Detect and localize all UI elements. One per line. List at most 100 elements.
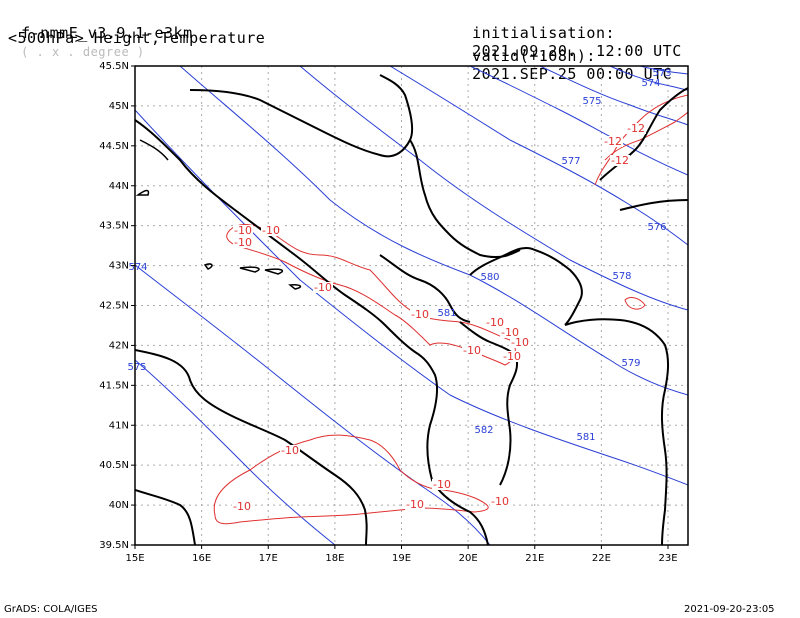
coastline (135, 349, 368, 545)
border (409, 139, 521, 259)
init-time: initialisation: 2021.09.20. 12:00 UTC (453, 6, 682, 60)
footer-timestamp: 2021-09-20-23:05 (684, 604, 775, 615)
units-label: ( . x . degree ) (21, 45, 145, 59)
init-label: initialisation: (472, 24, 616, 42)
height-label: 579 (621, 358, 640, 369)
temp-label-bg (405, 499, 425, 510)
height-label: 573 (652, 68, 671, 79)
height-contour (135, 109, 688, 486)
lon-tick-label: 18E (325, 553, 344, 564)
border (189, 74, 414, 158)
lat-tick-label: 44N (109, 181, 129, 192)
temp-label: -10 (463, 344, 481, 357)
temp-label-bg (410, 309, 430, 320)
temp-label: -12 (604, 135, 622, 148)
temp-label-bg (500, 327, 520, 338)
lat-tick-label: 45.5N (99, 61, 129, 72)
height-label: 574 (128, 262, 147, 273)
lon-tick-label: 16E (192, 553, 211, 564)
init-value: 2021.09.20. 12:00 UTC (472, 42, 682, 60)
lat-tick-label: 43.5N (99, 221, 129, 232)
lat-tick-label: 41.5N (99, 380, 129, 391)
lat-tick-label: 44.5N (99, 141, 129, 152)
height-label: 575 (127, 362, 146, 373)
lat-tick-label: 40N (109, 500, 129, 511)
temp-label-bg (485, 317, 505, 328)
island (139, 139, 169, 161)
height-label: 576 (647, 222, 666, 233)
lat-tick-label: 43N (109, 261, 129, 272)
lat-tick-label: 40.5N (99, 460, 129, 471)
height-contour (539, 66, 688, 126)
temp-label: -10 (433, 478, 451, 491)
temp-label: -10 (234, 236, 252, 249)
lat-tick-label: 42.5N (99, 301, 129, 312)
longitude-ticks: 15E 16E 17E 18E 19E 20E 21E 22E 23E (125, 545, 678, 564)
temp-label-bg (462, 345, 482, 356)
lat-tick-label: 41N (109, 420, 129, 431)
border (469, 246, 583, 326)
coastline (135, 489, 196, 545)
lon-tick-label: 15E (125, 553, 144, 564)
valid-value: 2021.SEP.25 00:00 UTC (472, 65, 673, 83)
border (459, 321, 519, 486)
height-label: 574 (641, 78, 660, 89)
temp-label: -12 (611, 154, 629, 167)
border (379, 254, 471, 323)
height-label: 575 (582, 96, 601, 107)
temp-label-bg (502, 351, 522, 362)
temp-contour (213, 434, 489, 525)
temp-label-bg (603, 136, 623, 147)
temp-label: -10 (233, 500, 251, 513)
temp-label-bg (313, 282, 333, 293)
temperature-contour-labels: -12-12-12-10 -10-10-10-10-10-10-10-10 -10-… (232, 122, 646, 513)
height-label: 582 (474, 425, 493, 436)
lat-tick-label: 45N (109, 101, 129, 112)
height-label: 580 (480, 272, 499, 283)
height-contour (639, 66, 688, 75)
temp-label-bg (261, 225, 281, 236)
height-label: 581 (437, 308, 456, 319)
lat-tick-label: 39.5N (99, 540, 129, 551)
temp-label: -10 (281, 444, 299, 457)
temp-label: -10 (486, 316, 504, 329)
temp-label-bg (510, 337, 530, 348)
height-label: 581 (576, 432, 595, 443)
valid-label: valid(+108h): (472, 47, 596, 65)
temp-label-bg (233, 237, 253, 248)
lon-tick-label: 20E (459, 553, 478, 564)
height-contour (179, 66, 688, 396)
border (619, 199, 688, 211)
temp-label: -10 (501, 326, 519, 339)
temp-contour (624, 297, 646, 310)
level-title: <500hPa> Height,Temperature (8, 29, 266, 47)
model-title: f-nmmE_v3.9.1-e3km ( . x . degree ) (2, 6, 193, 60)
model-name: f-nmmE_v3.9.1-e3km (21, 24, 193, 42)
valid-time: valid(+108h): 2021.SEP.25 00:00 UTC (453, 29, 672, 83)
height-contour (389, 66, 688, 246)
footer-credit: GrADS: COLA/IGES (4, 604, 98, 615)
temp-label: -10 (411, 308, 429, 321)
lon-tick-label: 17E (259, 553, 278, 564)
lon-tick-label: 21E (525, 553, 544, 564)
lon-tick-label: 23E (658, 553, 677, 564)
temp-label-bg (490, 496, 510, 507)
islands (135, 139, 302, 290)
island (203, 263, 213, 270)
temp-label-bg (233, 225, 253, 236)
temp-label-bg (280, 445, 300, 456)
temp-label-bg (432, 479, 452, 490)
temp-label: -10 (314, 281, 332, 294)
island (239, 266, 260, 273)
latitude-ticks: 39.5N 40N 40.5N 41N 41.5N 42N 42.5N 43N 43.5N 44N… (99, 61, 135, 551)
height-contour (299, 66, 688, 311)
border (564, 318, 669, 545)
temp-label-bg (610, 155, 630, 166)
temp-label: -10 (511, 336, 529, 349)
temp-label-bg (626, 123, 646, 134)
temp-label: -10 (406, 498, 424, 511)
height-contours (135, 66, 688, 545)
temp-label: -10 (503, 350, 521, 363)
island (264, 268, 284, 275)
temp-label: -10 (262, 224, 280, 237)
